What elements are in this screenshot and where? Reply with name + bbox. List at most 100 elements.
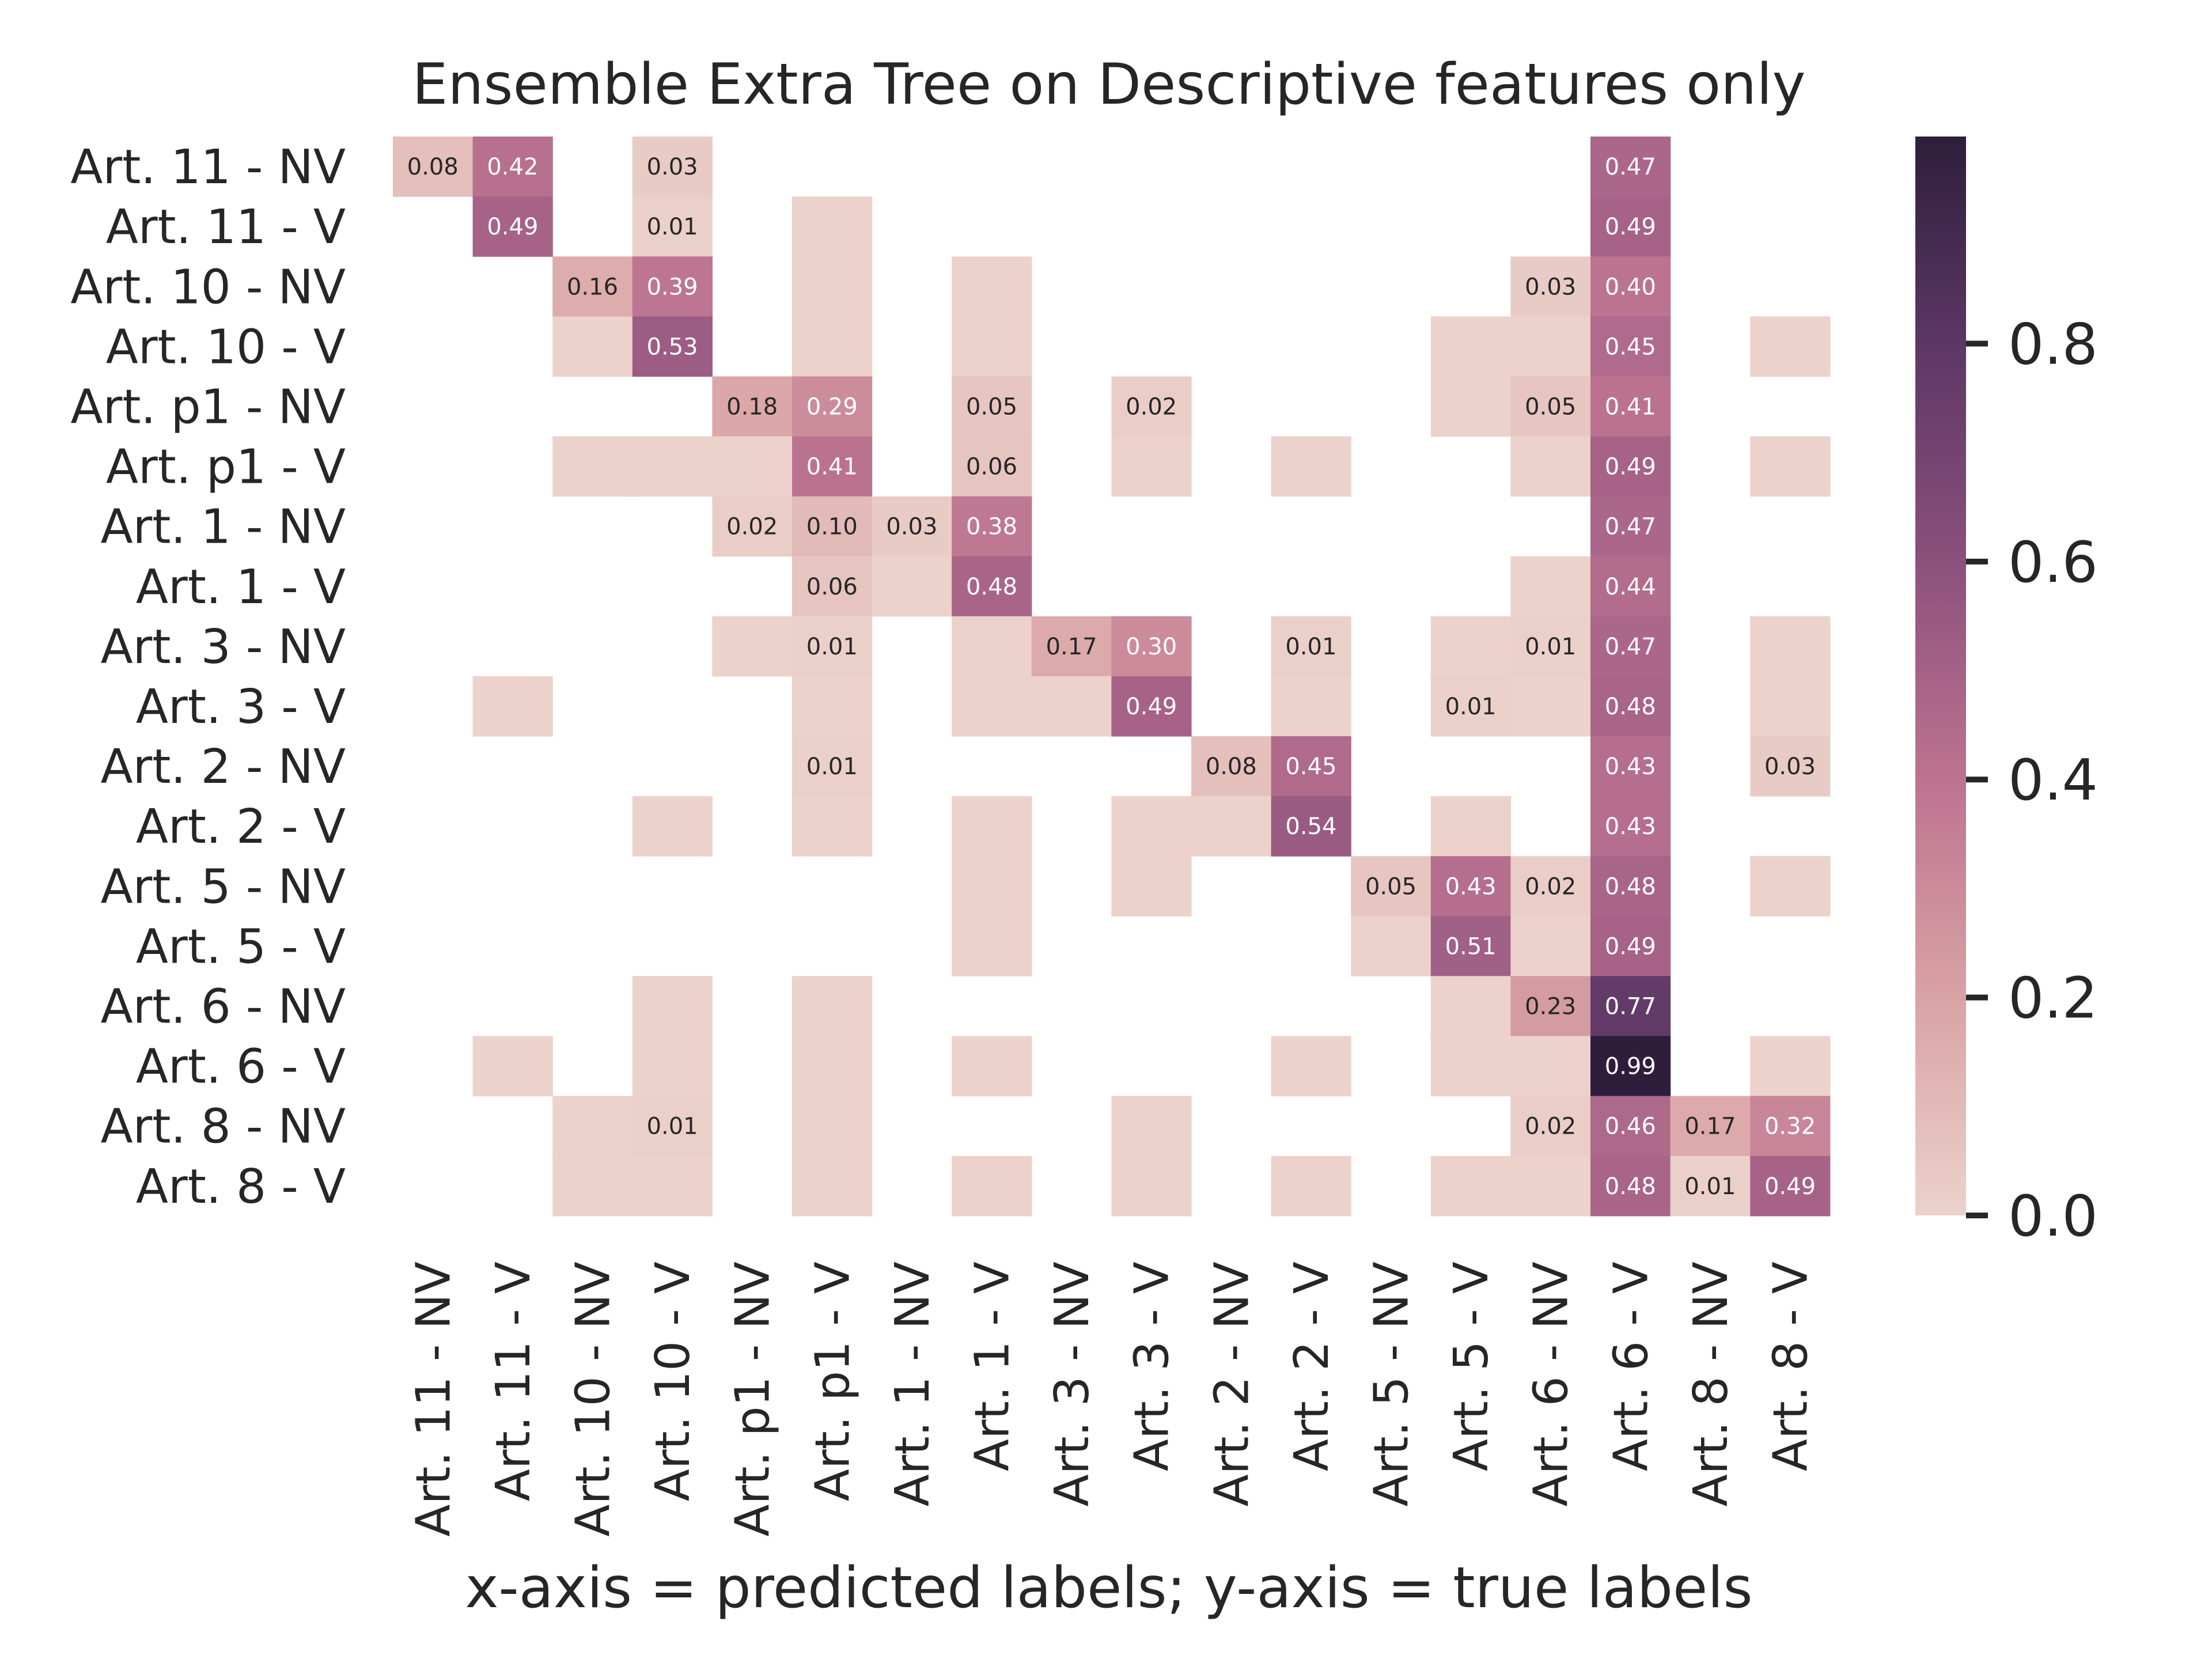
heatmap-cell: [632, 796, 713, 857]
colorbar-tick-label: 0.0: [2008, 1184, 2098, 1249]
heatmap-cell: [792, 556, 873, 617]
heatmap-cell: [1590, 436, 1671, 497]
colorbar-tick-label: 0.2: [2008, 966, 2098, 1032]
cell-value-label: 0.06: [966, 454, 1017, 480]
heatmap-cell: [1510, 256, 1591, 317]
heatmap-cell: [1590, 616, 1671, 677]
heatmap-cell: [1590, 556, 1671, 617]
heatmap-cell: [712, 496, 793, 557]
colorbar-tick-label: 0.8: [2008, 312, 2098, 377]
heatmap-cell: [1430, 376, 1511, 437]
heatmap-cell: [1590, 256, 1671, 317]
heatmap-cell: [1590, 676, 1671, 737]
cell-value-label: 0.49: [1605, 933, 1656, 960]
heatmap-cell: [952, 316, 1032, 377]
x-tick-label: Art. 1 - NV: [885, 1262, 940, 1506]
cell-value-label: 0.43: [1605, 753, 1656, 780]
heatmap-cell: [552, 436, 633, 497]
heatmap-cell: [792, 1096, 873, 1157]
y-tick-label: Art. 5 - V: [136, 919, 346, 974]
cell-value-label: 0.49: [1764, 1173, 1816, 1200]
cell-value-label: 0.03: [886, 514, 937, 540]
heatmap-cell: [1510, 616, 1591, 677]
heatmap-cell: [632, 1036, 713, 1097]
cell-value-label: 0.06: [806, 574, 858, 600]
y-tick-label: Art. 2 - NV: [101, 740, 346, 794]
heatmap-cell: [792, 496, 873, 557]
heatmap-cell: [632, 1156, 713, 1217]
heatmap-cell: [1111, 616, 1192, 677]
cell-value-label: 0.01: [1684, 1173, 1736, 1200]
heatmap-cell: [952, 256, 1032, 317]
heatmap-cell: [1510, 556, 1591, 617]
x-tick-label: Art. 6 - V: [1604, 1262, 1658, 1471]
x-tick-label: Art. 11 - V: [486, 1262, 541, 1501]
cell-value-label: 0.05: [1365, 873, 1416, 900]
heatmap-cell: [1430, 856, 1511, 916]
heatmap-cell: [952, 496, 1032, 557]
heatmap-cell: [1191, 736, 1272, 797]
heatmap-cell: [1670, 1096, 1751, 1157]
colorbar-tick-label: 0.6: [2008, 530, 2098, 596]
heatmap-cell: [472, 196, 553, 257]
heatmap-cell: [952, 436, 1032, 497]
heatmap-cell: [1590, 196, 1671, 257]
cell-value-label: 0.47: [1605, 634, 1656, 660]
heatmap-cell: [1750, 856, 1831, 916]
y-tick-label: Art. 1 - NV: [101, 500, 346, 555]
x-tick-labels: Art. 11 - NV Art. 11 - V Art. 10 - NV Art. …: [406, 1262, 1818, 1537]
heatmap-cell: [1031, 676, 1112, 737]
heatmap-cell: [632, 976, 713, 1037]
heatmap-cell: [1510, 316, 1591, 377]
heatmap-cell: [792, 1156, 873, 1217]
cell-value-label: 0.23: [1525, 993, 1576, 1020]
cell-value-label: 0.01: [806, 753, 858, 780]
x-tick-label: Art. 3 - NV: [1045, 1262, 1100, 1506]
heatmap-cell: [1271, 1156, 1351, 1217]
heatmap-cell: [1271, 676, 1351, 737]
cell-value-label: 0.03: [647, 154, 698, 180]
cell-value-label: 0.47: [1605, 154, 1656, 180]
cell-value-label: 0.30: [1126, 634, 1177, 660]
heatmap-cell: [1590, 916, 1671, 976]
heatmap-cell: [472, 137, 553, 197]
heatmap-cell: [792, 196, 873, 257]
x-tick-label: Art. 5 - V: [1444, 1262, 1499, 1471]
heatmap-cell: [1430, 976, 1511, 1037]
heatmap-cell: [1590, 1096, 1671, 1157]
cell-value-label: 0.38: [966, 514, 1017, 540]
x-tick-label: Art. p1 - NV: [726, 1262, 781, 1536]
heatmap-cell: [792, 1036, 873, 1097]
heatmap-cell: [1351, 856, 1431, 916]
x-axis-label: x-axis = predicted labels; y-axis = true…: [465, 1555, 1752, 1621]
cell-value-label: 0.05: [1525, 393, 1576, 420]
heatmap-cell: [792, 436, 873, 497]
cell-value-label: 0.08: [407, 154, 459, 180]
x-tick-label: Art. 10 - NV: [566, 1262, 621, 1537]
heatmap-cell: [632, 256, 713, 317]
heatmap-cell: [872, 496, 952, 557]
cell-value-label: 0.48: [966, 574, 1017, 600]
heatmap-cell: [1590, 376, 1671, 437]
cell-value-label: 0.01: [1445, 694, 1497, 720]
colorbar-tick-label: 0.4: [2008, 748, 2098, 813]
cell-value-label: 0.01: [806, 634, 858, 660]
cell-value-label: 0.47: [1605, 514, 1656, 540]
heatmap-cell: [1111, 376, 1192, 437]
cell-value-label: 0.01: [1525, 634, 1576, 660]
cell-value-label: 0.49: [1605, 214, 1656, 240]
heatmap-cell: [1111, 796, 1192, 857]
heatmap-cell: [632, 316, 713, 377]
x-tick-label: Art. 8 - NV: [1684, 1262, 1738, 1506]
cell-value-label: 0.39: [647, 274, 698, 300]
heatmap-cell: [632, 436, 713, 497]
heatmap-cell: [872, 556, 952, 617]
heatmap-cell: [1111, 856, 1192, 916]
cell-value-label: 0.03: [1525, 274, 1576, 300]
cell-value-label: 0.41: [806, 454, 858, 480]
heatmap-cell: [1510, 676, 1591, 737]
cell-value-label: 0.45: [1605, 334, 1656, 360]
cell-value-label: 0.41: [1605, 393, 1656, 420]
y-tick-label: Art. p1 - V: [106, 440, 346, 495]
